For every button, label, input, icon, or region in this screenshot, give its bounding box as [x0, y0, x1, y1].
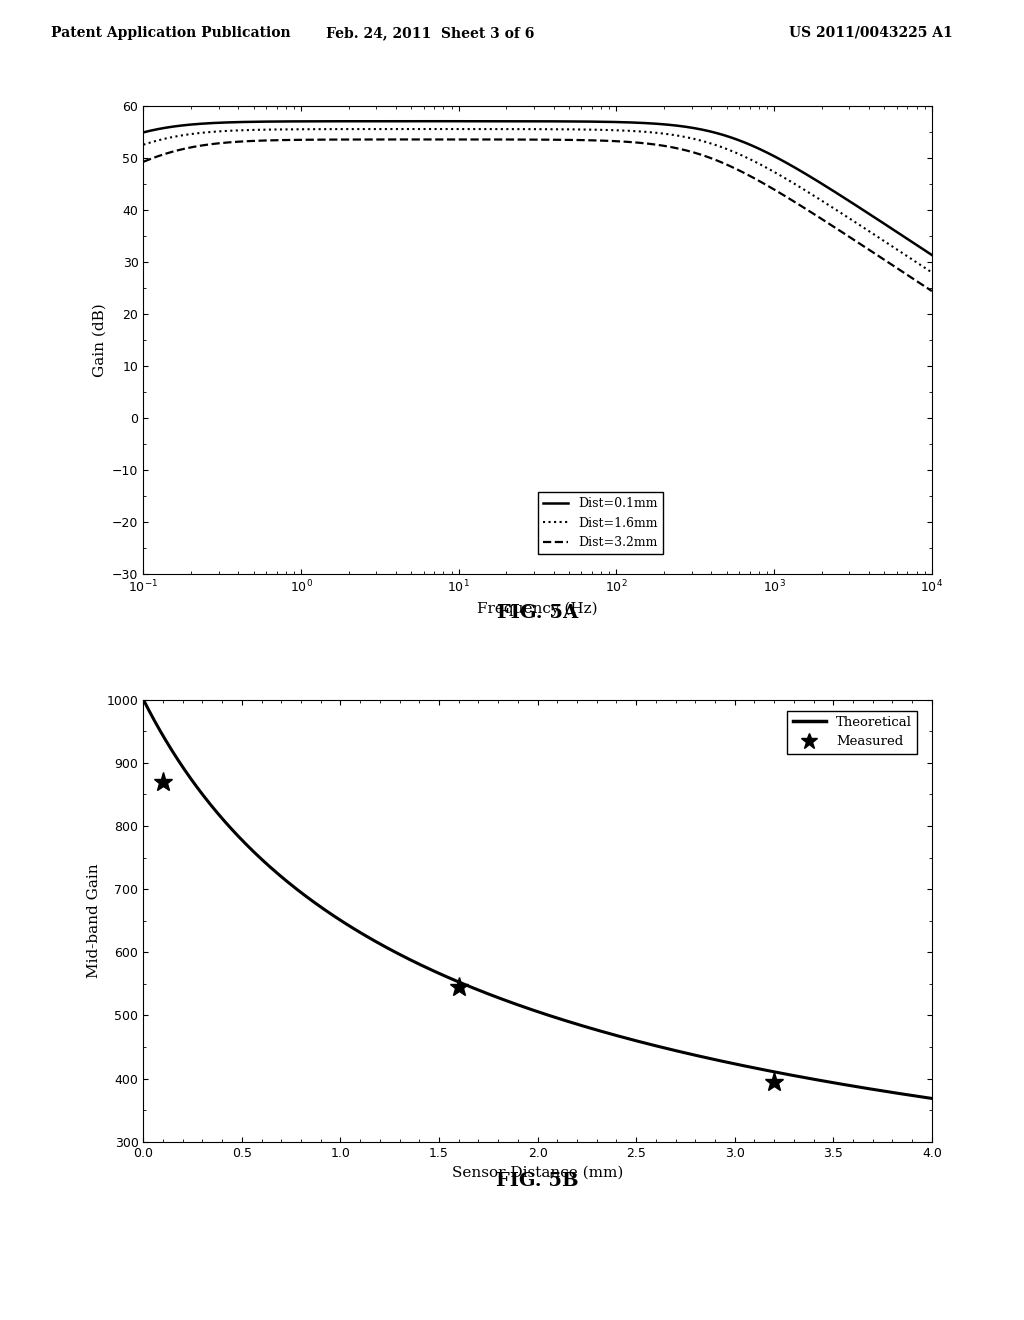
X-axis label: Frequency (Hz): Frequency (Hz)	[477, 601, 598, 615]
Measured	[157, 774, 169, 789]
Line: Dist=3.2mm: Dist=3.2mm	[143, 140, 932, 292]
Dist=0.1mm	[910, 238, 923, 253]
Theoretical	[679, 1045, 691, 1061]
Theoretical	[484, 987, 497, 1003]
Dist=1.6mm	[825, 199, 838, 215]
Theoretical	[137, 692, 150, 708]
Line: Dist=1.6mm: Dist=1.6mm	[143, 129, 932, 272]
Text: US 2011/0043225 A1: US 2011/0043225 A1	[788, 26, 952, 40]
Text: FIG. 5B: FIG. 5B	[497, 1172, 579, 1191]
Y-axis label: Mid-band Gain: Mid-band Gain	[87, 863, 101, 978]
Theoretical	[456, 975, 468, 991]
Dist=3.2mm	[227, 135, 240, 150]
Text: FIG. 5A: FIG. 5A	[497, 605, 579, 623]
Dist=1.6mm	[423, 121, 435, 137]
Dist=1.6mm	[926, 264, 938, 280]
Dist=0.1mm	[274, 114, 287, 129]
Dist=3.2mm	[274, 132, 287, 148]
Y-axis label: Gain (dB): Gain (dB)	[92, 304, 106, 376]
Dist=0.1mm	[825, 182, 838, 198]
Dist=0.1mm	[423, 114, 435, 129]
X-axis label: Sensor Distance (mm): Sensor Distance (mm)	[452, 1166, 624, 1179]
Dist=0.1mm	[137, 124, 150, 140]
Dist=1.6mm	[440, 121, 453, 137]
Dist=3.2mm	[910, 273, 923, 289]
Dist=3.2mm	[825, 218, 838, 234]
Theoretical	[218, 813, 230, 829]
Line: Dist=0.1mm: Dist=0.1mm	[143, 121, 932, 255]
Legend: Dist=0.1mm, Dist=1.6mm, Dist=3.2mm: Dist=0.1mm, Dist=1.6mm, Dist=3.2mm	[539, 492, 663, 554]
Line: Measured: Measured	[154, 772, 783, 1092]
Theoretical	[766, 1064, 778, 1080]
Dist=1.6mm	[137, 137, 150, 153]
Line: Theoretical: Theoretical	[143, 700, 932, 1098]
Dist=3.2mm	[137, 154, 150, 170]
Text: Patent Application Publication: Patent Application Publication	[51, 26, 291, 40]
Dist=1.6mm	[227, 123, 240, 139]
Dist=1.6mm	[910, 255, 923, 271]
Dist=0.1mm	[440, 114, 453, 129]
Dist=3.2mm	[426, 132, 438, 148]
Dist=0.1mm	[926, 247, 938, 263]
Legend: Theoretical, Measured: Theoretical, Measured	[787, 710, 918, 754]
Dist=3.2mm	[474, 132, 486, 148]
Dist=3.2mm	[926, 284, 938, 300]
Theoretical	[926, 1090, 938, 1106]
Measured	[453, 979, 465, 995]
Measured	[768, 1074, 780, 1090]
Dist=3.2mm	[440, 132, 453, 148]
Dist=1.6mm	[274, 121, 287, 137]
Dist=0.1mm	[227, 115, 240, 131]
Text: Feb. 24, 2011  Sheet 3 of 6: Feb. 24, 2011 Sheet 3 of 6	[326, 26, 535, 40]
Dist=1.6mm	[474, 121, 486, 137]
Dist=0.1mm	[474, 114, 486, 129]
Theoretical	[752, 1061, 764, 1077]
